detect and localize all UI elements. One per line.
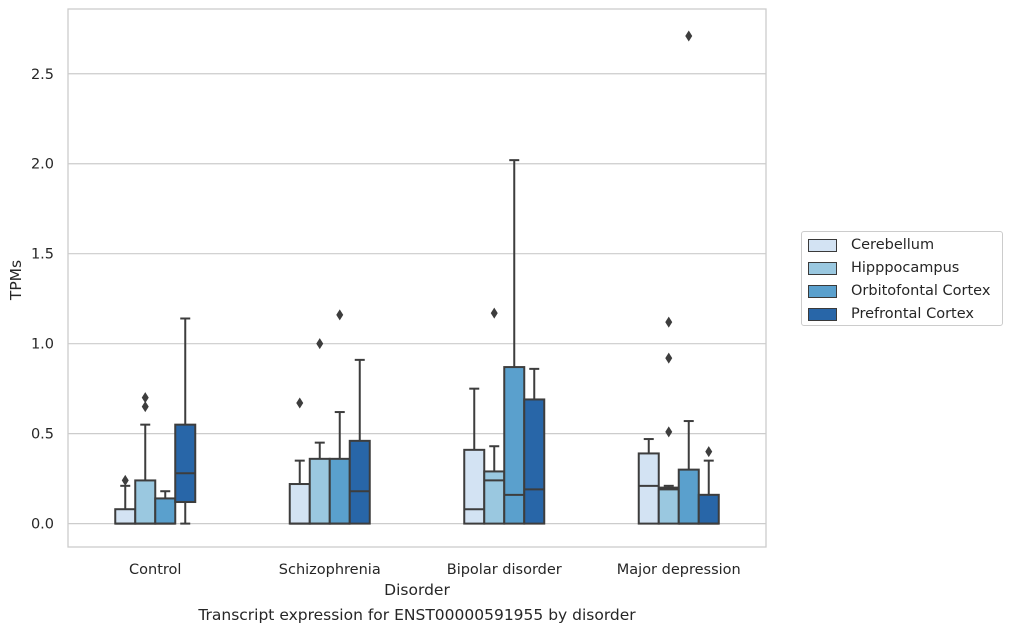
x-tick-label: Bipolar disorder — [447, 562, 562, 578]
box-groups — [114, 30, 720, 525]
box-body — [114, 508, 137, 525]
legend-item-hippocampus: Hipppocampus — [808, 258, 959, 278]
box-0-2 — [154, 490, 177, 525]
outlier-point — [121, 474, 129, 486]
outlier-point — [665, 426, 673, 438]
box-body — [483, 470, 506, 525]
legend-item-cerebellum: Cerebellum — [808, 235, 934, 255]
box-body — [328, 457, 351, 525]
box-0-0 — [114, 474, 137, 525]
outlier-point — [490, 307, 498, 319]
box-1-2 — [328, 309, 351, 525]
box-3-2 — [677, 30, 700, 525]
x-axis-label: Disorder — [384, 581, 450, 599]
y-tick-label: 2.0 — [31, 157, 54, 173]
legend-swatch-prefrontal — [808, 307, 837, 321]
outlier-point — [336, 309, 344, 321]
legend-label-cerebellum: Cerebellum — [851, 237, 935, 253]
y-tick-label: 2.5 — [31, 67, 54, 83]
box-body — [174, 423, 197, 504]
box-0-3 — [174, 317, 197, 525]
box-1-3 — [348, 358, 371, 525]
legend-label-hippocampus: Hipppocampus — [851, 260, 960, 276]
outlier-point — [665, 316, 673, 328]
box-body — [697, 493, 720, 525]
chart-caption: Transcript expression for ENST0000059195… — [198, 606, 636, 624]
box-1-0 — [288, 397, 311, 525]
box-2-2 — [503, 159, 526, 525]
grid-lines — [68, 73, 766, 525]
legend-swatch-cerebellum — [808, 238, 837, 252]
legend-label-prefrontal: Prefrontal Cortex — [851, 306, 974, 322]
box-body — [308, 457, 331, 525]
box-body — [677, 468, 700, 525]
y-axis-label: TPMs — [7, 260, 25, 301]
box-body — [463, 448, 486, 525]
legend-item-prefrontal: Prefrontal Cortex — [808, 304, 974, 324]
legend: Cerebellum Hipppocampus Orbitofontal Cor… — [801, 231, 1003, 326]
legend-item-orbitofrontal: Orbitofontal Cortex — [808, 281, 990, 301]
box-body — [637, 452, 660, 525]
x-tick-label: Major depression — [617, 562, 741, 578]
plot-frame — [67, 8, 767, 548]
outlier-point — [141, 392, 149, 404]
legend-swatch-orbitofrontal — [808, 284, 837, 298]
box-2-3 — [523, 367, 546, 525]
y-tick-label: 0.5 — [31, 427, 54, 443]
outlier-point — [665, 352, 673, 364]
outlier-point — [141, 401, 149, 413]
y-tick-label: 0.0 — [31, 517, 54, 533]
box-body — [657, 486, 680, 525]
box-body — [288, 483, 311, 525]
box-2-1 — [483, 307, 506, 525]
box-body — [154, 497, 177, 525]
box-0-1 — [134, 392, 157, 525]
x-tick-label: Schizophrenia — [279, 562, 381, 578]
outlier-point — [296, 397, 304, 409]
outlier-point — [705, 446, 713, 458]
box-body — [503, 366, 526, 525]
box-3-3 — [697, 446, 720, 525]
outlier-point — [685, 30, 693, 42]
legend-swatch-hippocampus — [808, 261, 837, 275]
box-3-0 — [637, 438, 660, 525]
box-body — [523, 398, 546, 525]
y-tick-label: 1.5 — [31, 247, 54, 263]
x-tick-labels: Control Schizophrenia Bipolar disorder Majo… — [129, 562, 741, 578]
box-1-1 — [308, 338, 331, 525]
box-3-1 — [657, 316, 680, 525]
box-2-0 — [463, 387, 486, 525]
box-body — [348, 439, 371, 525]
x-tick-label: Control — [129, 562, 181, 578]
y-tick-label: 1.0 — [31, 337, 54, 353]
legend-label-orbitofrontal: Orbitofontal Cortex — [851, 283, 991, 299]
y-tick-labels: 0.0 0.5 1.0 1.5 2.0 2.5 — [31, 67, 54, 533]
box-body — [134, 479, 157, 525]
outlier-point — [316, 338, 324, 350]
